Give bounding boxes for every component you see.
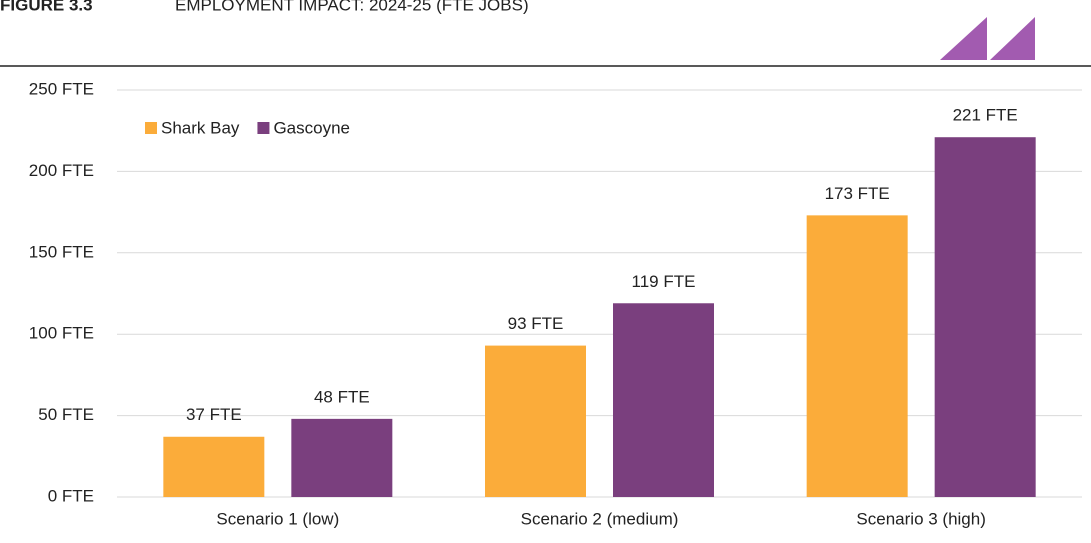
y-tick-label: 100 FTE (29, 324, 94, 343)
bar (291, 418, 393, 497)
bar (934, 137, 1036, 497)
legend-label: Shark Bay (161, 118, 240, 137)
data-label: 37 FTE (186, 405, 242, 424)
y-tick-label: 200 FTE (29, 161, 94, 180)
bar (485, 345, 586, 497)
legend-label: Gascoyne (273, 118, 350, 137)
data-label: 48 FTE (314, 387, 370, 406)
data-label: 221 FTE (953, 106, 1018, 125)
logo (940, 17, 987, 60)
bar (806, 215, 908, 497)
figure-label: FIGURE 3.3 (0, 0, 93, 14)
data-label: 93 FTE (508, 314, 564, 333)
legend-swatch (257, 122, 270, 134)
data-label: 119 FTE (632, 272, 696, 291)
bar (613, 303, 714, 497)
chart-title: EMPLOYMENT IMPACT: 2024-25 (FTE JOBS) (175, 0, 529, 14)
data-label: 173 FTE (825, 184, 890, 203)
x-tick-label: Scenario 1 (low) (216, 509, 339, 528)
bar (163, 436, 265, 497)
x-tick-label: Scenario 2 (medium) (521, 509, 679, 528)
legend-swatch (145, 122, 157, 134)
y-tick-label: 150 FTE (29, 242, 94, 261)
y-tick-label: 50 FTE (38, 405, 94, 424)
y-tick-label: 250 FTE (29, 79, 94, 98)
x-tick-label: Scenario 3 (high) (856, 509, 985, 528)
logo (990, 17, 1035, 60)
y-tick-label: 0 FTE (48, 486, 94, 505)
